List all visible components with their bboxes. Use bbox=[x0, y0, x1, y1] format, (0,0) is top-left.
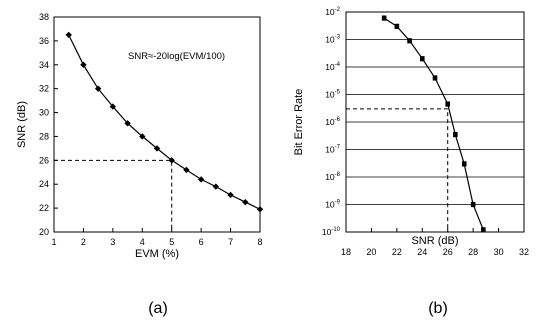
x-tick-label-a: 1 bbox=[51, 237, 56, 247]
x-tick-label-b: 32 bbox=[519, 247, 529, 257]
y-tick-label-b: 10-5 bbox=[325, 90, 340, 100]
annotation-formula: SNR≈-20log(EVM/100) bbox=[128, 51, 225, 62]
y-axis-label-b: Bit Error Rate bbox=[293, 89, 305, 156]
y-tick-label-b: 10-8 bbox=[325, 172, 340, 182]
y-tick-exponent-b: -5 bbox=[335, 90, 341, 96]
data-point-a bbox=[183, 166, 190, 174]
data-point-a bbox=[212, 183, 220, 190]
data-point-b bbox=[481, 227, 486, 233]
data-point-a bbox=[65, 31, 72, 39]
reference-dashed-line-b bbox=[346, 108, 449, 232]
y-tick-label-b: 10-7 bbox=[325, 145, 340, 155]
x-tick-label-b: 30 bbox=[494, 247, 504, 257]
x-tick-label-b: 18 bbox=[341, 247, 351, 257]
y-tick-label-b: 10-3 bbox=[325, 35, 340, 45]
y-tick-exponent-b: -10 bbox=[331, 227, 340, 233]
data-point-a bbox=[256, 206, 264, 213]
y-tick-label-a: 32 bbox=[39, 84, 49, 94]
x-axis-label-a: EVM (%) bbox=[135, 248, 179, 260]
x-tick-label-a: 7 bbox=[228, 237, 233, 247]
y-tick-label-a: 28 bbox=[39, 131, 49, 141]
data-point-a bbox=[124, 120, 131, 127]
x-tick-label-b: 20 bbox=[366, 247, 376, 257]
data-point-b bbox=[407, 38, 412, 44]
y-tick-label-a: 38 bbox=[39, 12, 49, 22]
plot-frame-b bbox=[345, 11, 525, 233]
y-tick-exponent-b: -3 bbox=[335, 35, 341, 41]
y-tick-exponent-b: -7 bbox=[335, 145, 341, 151]
y-tick-base-b: 10 bbox=[325, 90, 335, 100]
data-point-a bbox=[139, 133, 146, 140]
x-tick-label-a: 2 bbox=[81, 237, 86, 247]
y-tick-exponent-b: -8 bbox=[335, 172, 341, 178]
y-tick-exponent-b: -6 bbox=[335, 117, 341, 123]
data-point-a bbox=[153, 145, 161, 152]
data-point-b bbox=[432, 75, 438, 81]
x-tick-label-a: 3 bbox=[110, 237, 115, 247]
y-tick-label-a: 36 bbox=[39, 36, 49, 46]
x-tick-label-b: 28 bbox=[468, 247, 478, 257]
x-tick-label-b: 22 bbox=[392, 247, 402, 257]
data-point-a bbox=[168, 157, 175, 164]
y-tick-label-b: 10-10 bbox=[322, 227, 341, 237]
y-tick-label-b: 10-4 bbox=[325, 62, 340, 72]
y-tick-label-b: 10-9 bbox=[325, 200, 340, 210]
y-tick-base-b: 10 bbox=[325, 62, 335, 72]
reference-dashed-line-a bbox=[54, 159, 173, 232]
y-tick-base-b: 10 bbox=[325, 200, 335, 210]
series-line-b bbox=[383, 17, 484, 231]
data-point-a bbox=[80, 61, 87, 68]
x-tick-label-a: 5 bbox=[169, 237, 174, 247]
y-tick-label-a: 22 bbox=[39, 203, 49, 213]
data-point-a bbox=[197, 176, 205, 183]
panel-label-b: (b) bbox=[428, 300, 448, 317]
y-tick-label-a: 26 bbox=[39, 155, 49, 165]
data-point-b bbox=[381, 15, 387, 21]
data-point-b bbox=[419, 56, 425, 62]
x-tick-label-a: 4 bbox=[140, 237, 145, 247]
x-tick-label-b: 26 bbox=[443, 247, 453, 257]
series-line-a bbox=[68, 34, 261, 210]
y-tick-base-b: 10 bbox=[325, 117, 335, 127]
chart-panel-a: 1 2 3 4 5 6 7 820222426283032343638SNR≈-20log(E… bbox=[16, 12, 264, 317]
x-tick-label-a: 6 bbox=[199, 237, 204, 247]
y-axis-label-a: SNR (dB) bbox=[16, 101, 28, 148]
data-point-b bbox=[453, 131, 458, 138]
data-point-a bbox=[227, 191, 234, 199]
x-axis-label-b: SNR (dB) bbox=[411, 235, 458, 247]
data-point-a bbox=[109, 103, 117, 110]
y-tick-label-a: 20 bbox=[39, 227, 49, 237]
y-tick-label-a: 30 bbox=[39, 108, 49, 118]
y-tick-base-b: 10 bbox=[325, 145, 335, 155]
plot-frame-a bbox=[53, 16, 261, 233]
y-tick-base-b: 10 bbox=[325, 35, 335, 45]
y-tick-label-b: 10-6 bbox=[325, 117, 340, 127]
data-point-b bbox=[445, 101, 451, 107]
x-tick-label-a: 8 bbox=[257, 237, 262, 247]
y-tick-label-a: 24 bbox=[39, 179, 49, 189]
y-tick-label-a: 34 bbox=[39, 60, 49, 70]
data-point-a bbox=[94, 85, 102, 92]
x-tick-label-b: 24 bbox=[417, 247, 427, 257]
y-tick-base-b: 10 bbox=[322, 227, 332, 237]
y-tick-base-b: 10 bbox=[325, 7, 335, 17]
y-tick-exponent-b: -9 bbox=[335, 200, 341, 206]
data-point-a bbox=[242, 198, 249, 206]
data-point-b bbox=[461, 161, 467, 167]
panel-label-a: (a) bbox=[148, 300, 168, 317]
data-point-b bbox=[470, 201, 476, 208]
y-tick-base-b: 10 bbox=[325, 172, 335, 182]
y-tick-exponent-b: -2 bbox=[335, 7, 341, 13]
y-tick-label-b: 10-2 bbox=[325, 7, 340, 17]
y-tick-exponent-b: -4 bbox=[335, 62, 341, 68]
data-point-b bbox=[394, 23, 400, 29]
